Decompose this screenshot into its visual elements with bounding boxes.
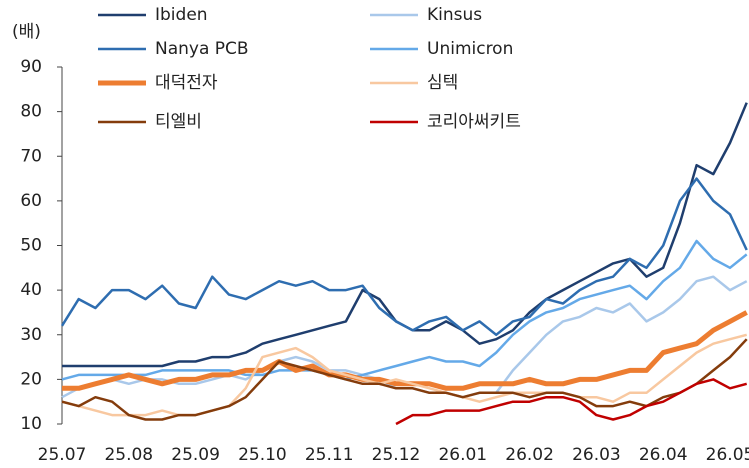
y-tick-label: 70: [20, 146, 42, 166]
series-line: [61, 333, 748, 417]
x-tick-label: 25.08: [104, 445, 153, 465]
y-tick-label: 50: [20, 236, 42, 256]
series-line: [61, 275, 748, 399]
y-tick-label: 10: [20, 414, 42, 434]
x-tick-label: 26.03: [572, 445, 621, 465]
legend-label: 대덕전자: [155, 73, 218, 93]
y-tick-label: 60: [20, 191, 42, 211]
legend-label: Kinsus: [427, 5, 482, 25]
y-tick-label: 40: [20, 280, 42, 300]
legend-label: 티엘비: [155, 112, 202, 132]
series-line: [62, 310, 748, 391]
legend-label: 코리아써키트: [427, 112, 521, 132]
y-tick-label: 30: [20, 325, 42, 345]
legend-label: Ibiden: [155, 5, 208, 25]
legend-label: Nanya PCB: [155, 39, 249, 59]
x-tick-label: 25.09: [171, 445, 220, 465]
y-tick-label: 20: [20, 369, 42, 389]
x-tick-label: 25.10: [238, 445, 287, 465]
x-tick-label: 26.02: [505, 445, 554, 465]
x-tick-label: 25.11: [305, 445, 354, 465]
x-tick-label: 26.01: [438, 445, 487, 465]
series-line: [60, 177, 748, 337]
unit-label: (배): [12, 22, 41, 42]
legend-label: 심텍: [427, 73, 458, 93]
x-tick-label: 26.04: [639, 445, 688, 465]
x-tick-label: 25.12: [372, 445, 421, 465]
y-tick-label: 80: [20, 102, 42, 122]
y-tick-label: 90: [20, 57, 42, 77]
series-line: [61, 239, 748, 381]
x-tick-label: 25.07: [38, 445, 87, 465]
x-tick-label: 26.05: [706, 445, 749, 465]
series-line: [395, 378, 748, 426]
legend-label: Unimicron: [427, 39, 513, 59]
series-line: [61, 338, 748, 421]
